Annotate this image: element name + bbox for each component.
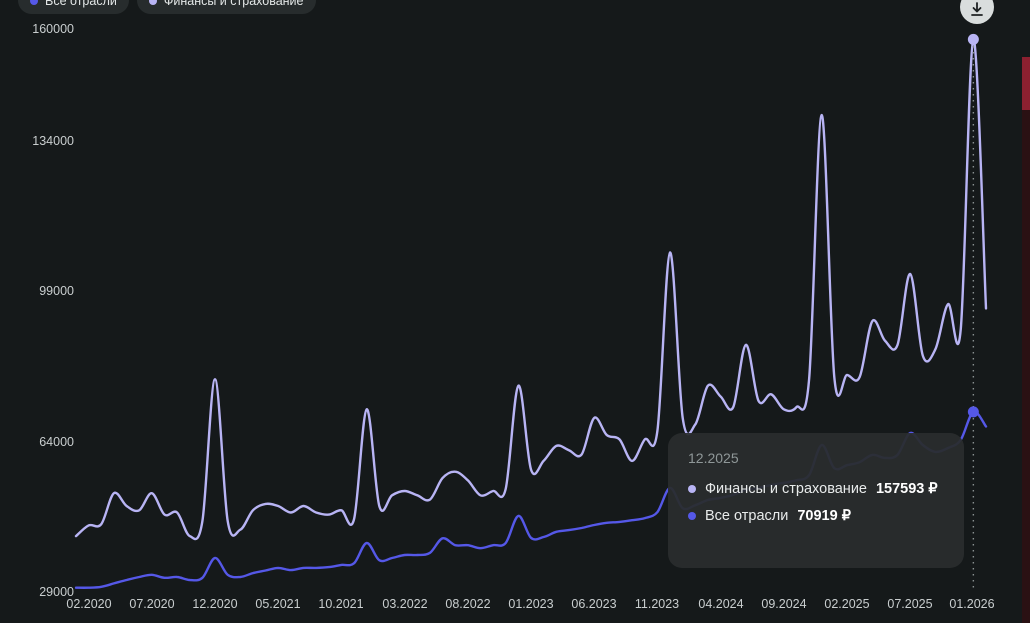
x-axis-label: 01.2023 xyxy=(508,597,554,611)
x-axis-label: 03.2022 xyxy=(382,597,428,611)
series-dot-icon xyxy=(30,0,38,5)
download-icon xyxy=(971,2,983,16)
chart-tooltip: 12.2025 Финансы и страхование 157593 ₽ В… xyxy=(668,433,964,568)
tooltip-row-label: Все отрасли xyxy=(705,508,789,524)
y-axis-label: 99000 xyxy=(39,284,74,298)
tooltip-row-finance: Финансы и страхование 157593 ₽ xyxy=(688,481,944,497)
x-axis-label: 05.2021 xyxy=(255,597,301,611)
y-axis-label: 29000 xyxy=(39,585,74,599)
y-axis-label: 160000 xyxy=(32,22,74,36)
series-line xyxy=(74,38,988,541)
x-axis-label: 11.2023 xyxy=(634,597,680,611)
tooltip-row-all-industries: Все отрасли 70919 ₽ xyxy=(688,508,944,524)
x-axis-label: 12.2020 xyxy=(192,597,238,611)
series-dot-icon xyxy=(148,0,157,5)
tooltip-row-value: 157593 ₽ xyxy=(875,481,938,497)
y-axis-label: 134000 xyxy=(32,134,74,148)
legend: Все отрасли Финансы и страхование xyxy=(18,0,316,14)
hover-marker xyxy=(967,33,979,45)
x-axis-label: 09.2024 xyxy=(761,597,807,611)
legend-chip-all-industries[interactable]: Все отрасли xyxy=(18,0,129,14)
legend-chip-label: Финансы и страхование xyxy=(163,0,304,8)
x-axis-label: 07.2020 xyxy=(129,597,175,611)
x-axis-label: 10.2021 xyxy=(318,597,364,611)
x-axis-label: 08.2022 xyxy=(445,597,491,611)
x-axis-label: 01.2026 xyxy=(949,597,995,611)
screen-edge-artifact xyxy=(1022,110,1030,623)
y-axis-label: 64000 xyxy=(39,435,74,449)
download-button[interactable] xyxy=(960,0,994,24)
tooltip-row-label: Финансы и страхование xyxy=(705,481,867,497)
hover-marker xyxy=(967,406,979,418)
legend-chip-label: Все отрасли xyxy=(45,0,117,8)
legend-chip-finance-insurance[interactable]: Финансы и страхование xyxy=(136,0,316,14)
x-axis-label: 04.2024 xyxy=(698,597,744,611)
x-axis-label: 07.2025 xyxy=(887,597,933,611)
screen-edge-artifact xyxy=(1022,57,1030,110)
x-axis-label: 02.2025 xyxy=(824,597,870,611)
series-dot-icon xyxy=(688,512,696,520)
tooltip-row-value: 70919 ₽ xyxy=(797,508,851,524)
x-axis-label: 02.2020 xyxy=(66,597,112,611)
x-axis-label: 06.2023 xyxy=(571,597,617,611)
series-dot-icon xyxy=(688,485,696,493)
tooltip-date: 12.2025 xyxy=(688,450,739,466)
